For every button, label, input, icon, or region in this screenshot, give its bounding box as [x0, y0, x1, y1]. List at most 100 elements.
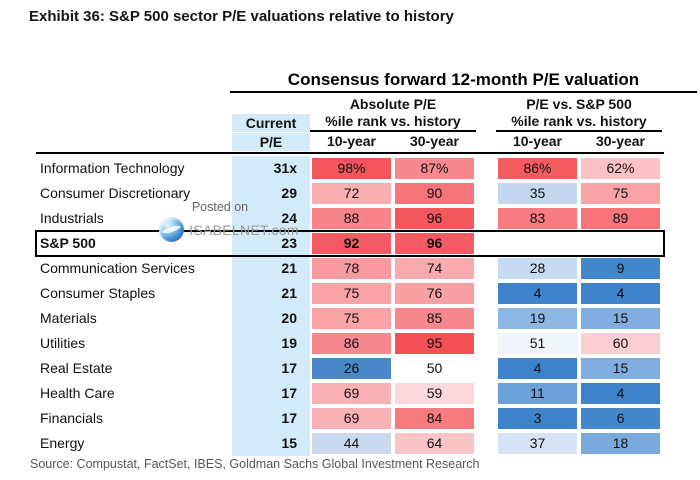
abs-10y-cell: 92 — [312, 233, 391, 254]
table-row: Information Technology 31x 98% 87% 86% 6… — [36, 156, 664, 181]
rel-10y-cell — [498, 233, 577, 254]
table-row: Consumer Discretionary 29 72 90 35 75 — [36, 181, 664, 206]
table-row: Energy 15 44 64 37 18 — [36, 431, 664, 456]
header-percentile-row: Current %ile rank vs. history %ile rank … — [36, 113, 664, 132]
current-pe-value: 31x — [232, 156, 310, 181]
abs-30y-cell: 84 — [395, 408, 474, 429]
table-row: Financials 17 69 84 3 6 — [36, 406, 664, 431]
section-gap — [476, 331, 496, 356]
header-years-row: P/E 10-year 30-year 10-year 30-year — [36, 132, 664, 151]
rel-10y-cell: 51 — [498, 333, 577, 354]
abs-10y-cell: 75 — [312, 283, 391, 304]
rel-10-year-header: 10-year — [512, 133, 563, 149]
abs-10y-cell: 75 — [312, 308, 391, 329]
sector-label: Real Estate — [40, 360, 113, 376]
current-pe-value: 17 — [232, 381, 310, 406]
abs-10-year-header: 10-year — [326, 133, 377, 149]
abs-10y-cell: 86 — [312, 333, 391, 354]
rel-30y-cell — [581, 233, 660, 254]
rel-30y-cell: 18 — [581, 433, 660, 454]
rel-10y-cell: 3 — [498, 408, 577, 429]
rel-10y-cell: 11 — [498, 383, 577, 404]
section-gap — [476, 306, 496, 331]
table-row: Health Care 17 69 59 11 4 — [36, 381, 664, 406]
current-pe-value: 23 — [232, 231, 310, 256]
rel-10y-cell: 19 — [498, 308, 577, 329]
abs-30y-cell: 64 — [395, 433, 474, 454]
abs-30y-cell: 76 — [395, 283, 474, 304]
current-pe-value: 29 — [232, 181, 310, 206]
rel-10y-cell: 83 — [498, 208, 577, 229]
table-row: Utilities 19 86 95 51 60 — [36, 331, 664, 356]
current-pe-value: 21 — [232, 256, 310, 281]
rel-10y-cell: 28 — [498, 258, 577, 279]
source-note: Source: Compustat, FactSet, IBES, Goldma… — [30, 457, 480, 471]
current-pe-value: 15 — [232, 431, 310, 456]
abs-30y-cell: 96 — [395, 208, 474, 229]
abs-30y-cell: 87% — [395, 158, 474, 179]
rel-30y-cell: 15 — [581, 308, 660, 329]
abs-10y-cell: 69 — [312, 383, 391, 404]
abs-30y-cell: 95 — [395, 333, 474, 354]
abs-30y-cell: 50 — [395, 358, 474, 379]
abs-10y-cell: 69 — [312, 408, 391, 429]
current-pe-value: 19 — [232, 331, 310, 356]
table-row: S&P 500 23 92 96 — [35, 230, 665, 257]
rel-10y-cell: 4 — [498, 358, 577, 379]
abs-10y-cell: 44 — [312, 433, 391, 454]
current-header-line1: Current — [232, 114, 310, 132]
exhibit-title: Exhibit 36: S&P 500 sector P/E valuation… — [29, 8, 454, 25]
section-gap — [476, 381, 496, 406]
sector-label: Materials — [40, 310, 97, 326]
current-pe-value: 20 — [232, 306, 310, 331]
rel-30y-cell: 15 — [581, 358, 660, 379]
table-row: Consumer Staples 21 75 76 4 4 — [36, 281, 664, 306]
rel-10y-cell: 37 — [498, 433, 577, 454]
section-gap — [476, 256, 496, 281]
rel-30y-cell: 60 — [581, 333, 660, 354]
sector-label: Communication Services — [40, 260, 195, 276]
sector-label: Health Care — [40, 385, 115, 401]
sector-label: Financials — [40, 410, 104, 426]
current-pe-value: 21 — [232, 281, 310, 306]
current-pe-value: 17 — [232, 406, 310, 431]
abs-30y-cell: 96 — [395, 233, 474, 254]
rel-30y-cell: 9 — [581, 258, 660, 279]
sector-label: Utilities — [40, 335, 86, 351]
section-gap — [476, 356, 496, 381]
table-row: Industrials 24 88 96 83 89 — [36, 206, 664, 231]
current-pe-value: 17 — [232, 356, 310, 381]
section-gap — [476, 156, 496, 181]
section-gap — [476, 181, 496, 206]
abs-10y-cell: 78 — [312, 258, 391, 279]
abs-10y-cell: 26 — [312, 358, 391, 379]
section-gap — [476, 406, 496, 431]
table-title: Consensus forward 12-month P/E valuation — [230, 70, 697, 93]
table-row: Communication Services 21 78 74 28 9 — [36, 256, 664, 281]
rel-30y-cell: 4 — [581, 383, 660, 404]
rel-30y-cell: 6 — [581, 408, 660, 429]
rel-30-year-header: 30-year — [595, 133, 646, 149]
sector-label: S&P 500 — [40, 235, 96, 251]
current-header-line2: P/E — [232, 133, 310, 151]
rel-30y-cell: 4 — [581, 283, 660, 304]
rel-30y-cell: 62% — [581, 158, 660, 179]
sector-label: Consumer Staples — [40, 285, 156, 301]
sector-label: Energy — [40, 435, 85, 451]
abs-percentile-header: %ile rank vs. history — [310, 113, 476, 132]
abs-10y-cell: 88 — [312, 208, 391, 229]
table-row: Real Estate 17 26 50 4 15 — [36, 356, 664, 381]
sector-label: Industrials — [40, 210, 104, 226]
current-pe-value: 24 — [232, 206, 310, 231]
pe-valuation-table: Consensus forward 12-month P/E valuation… — [35, 70, 697, 456]
relative-pe-group-header: P/E vs. S&P 500 — [526, 96, 632, 112]
section-gap — [476, 281, 496, 306]
table-body: Information Technology 31x 98% 87% 86% 6… — [35, 156, 665, 456]
section-gap — [476, 231, 496, 256]
sector-label: Consumer Discretionary — [40, 185, 191, 201]
abs-30y-cell: 85 — [395, 308, 474, 329]
abs-30y-cell: 59 — [395, 383, 474, 404]
rel-10y-cell: 86% — [498, 158, 577, 179]
rel-percentile-header: %ile rank vs. history — [496, 113, 662, 132]
